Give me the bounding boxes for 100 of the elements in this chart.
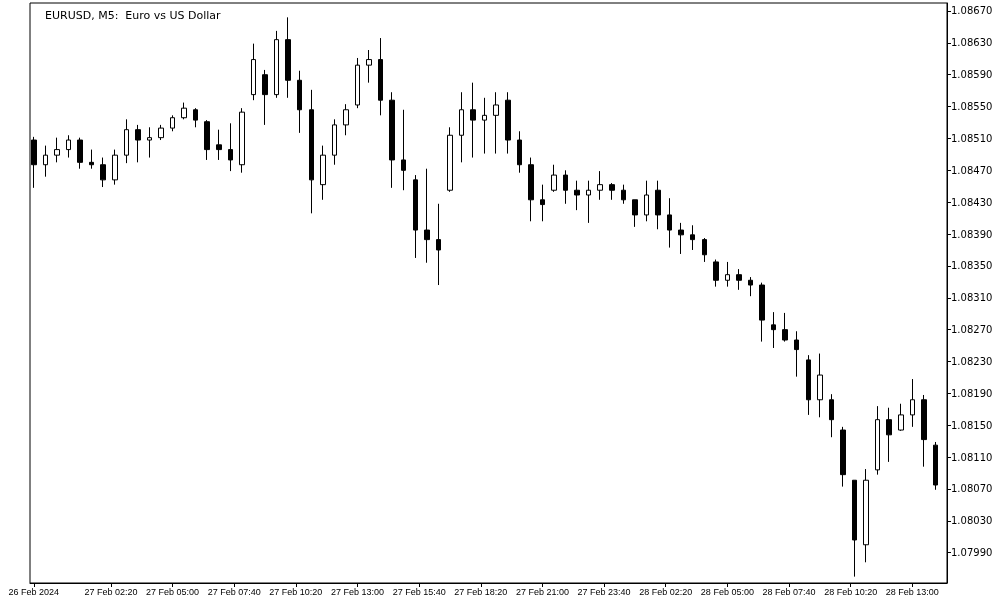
candlestick [517, 130, 522, 174]
y-tick-label: 1.08670 [951, 5, 993, 17]
y-tick-label: 1.08310 [951, 292, 993, 304]
candlestick [193, 107, 198, 128]
y-tick-label: 1.08030 [951, 515, 993, 527]
candlestick [771, 311, 776, 349]
y-tick-label: 1.08070 [951, 483, 993, 495]
candlestick [863, 468, 869, 563]
candlestick [806, 354, 811, 416]
candlestick [586, 180, 591, 224]
candlestick [482, 97, 487, 155]
x-tick-label: 27 Feb 10:20 [269, 586, 323, 597]
candlestick [736, 268, 742, 291]
x-tick-label: 27 Feb 02:20 [84, 586, 138, 597]
y-tick-label: 1.07990 [951, 547, 993, 559]
candlestick [493, 91, 499, 155]
candlestick [355, 57, 360, 109]
candlestick [204, 119, 210, 161]
candlestick [89, 149, 94, 170]
candlestick [748, 276, 753, 297]
candlestick [251, 43, 256, 101]
x-tick-label: 27 Feb 13:00 [330, 586, 385, 597]
y-tick-label: 1.08470 [951, 164, 993, 176]
candlestick [910, 378, 915, 428]
candlestick [297, 70, 302, 134]
candlestick [840, 426, 846, 488]
x-tick-label: 27 Feb 05:00 [146, 586, 200, 597]
x-tick-label: 28 Feb 13:00 [885, 586, 939, 597]
candlestick [112, 149, 118, 186]
candlestick [875, 405, 880, 476]
candlestick [713, 259, 719, 288]
candlestick [470, 82, 476, 159]
candlestick [285, 16, 291, 99]
candlestick [690, 224, 695, 251]
candlestick [77, 137, 83, 170]
candlestick [124, 118, 129, 164]
x-tick-label: 27 Feb 21:00 [515, 586, 569, 597]
y-tick-label: 1.08390 [951, 228, 993, 240]
candlestick [447, 126, 453, 193]
candlestick [655, 180, 661, 230]
y-tick-label: 1.08270 [951, 324, 993, 336]
x-tick-label: 27 Feb 15:40 [392, 586, 446, 597]
candlestick [632, 199, 638, 228]
candlestick [366, 49, 372, 84]
candlestick [725, 261, 730, 288]
candlestick [100, 157, 106, 188]
y-tick-label: 1.08150 [951, 419, 993, 431]
candlestick [678, 222, 684, 255]
x-tick-label: 28 Feb 10:20 [824, 586, 878, 597]
y-tick-label: 1.08550 [951, 101, 993, 113]
candlestick [667, 197, 672, 249]
candlestick [401, 109, 406, 191]
candlestick [66, 134, 71, 159]
candlestick [413, 174, 418, 259]
candlestick [551, 164, 557, 193]
candlestick [829, 393, 834, 438]
candlestick [181, 102, 187, 120]
y-tick-label: 1.08190 [951, 387, 993, 399]
candlestick [563, 169, 568, 205]
candlestick [309, 89, 314, 214]
candlestick [886, 407, 892, 463]
candlestick [574, 180, 580, 211]
candlestick [54, 137, 60, 163]
candlestick [898, 403, 904, 432]
candlestick [436, 203, 441, 286]
candlestick [274, 30, 279, 99]
candlestick [621, 184, 626, 205]
candlestick [228, 122, 233, 172]
candlestick [540, 184, 545, 222]
x-tick-label: 28 Feb 07:40 [762, 586, 816, 597]
x-tick-label: 27 Feb 18:20 [454, 586, 508, 597]
candlestick [135, 124, 141, 163]
text: EURUSD, M5: Euro vs US Dollar [45, 9, 222, 22]
candlestick [644, 180, 649, 222]
candlestick [609, 182, 615, 201]
candlestick [505, 91, 511, 155]
y-tick-label: 1.08630 [951, 37, 993, 49]
candlestick [794, 330, 799, 378]
x-tick-label: 26 Feb 2024 [8, 586, 60, 597]
candlestick [424, 168, 430, 264]
y-tick-label: 1.08110 [951, 451, 993, 463]
candlestick [239, 107, 245, 174]
candlestick [852, 479, 857, 578]
x-tick-label: 28 Feb 05:00 [700, 586, 754, 597]
candlestick [933, 441, 938, 491]
x-tick-label: 27 Feb 23:40 [577, 586, 631, 597]
candlestick [43, 145, 48, 178]
candlestick [389, 91, 395, 189]
candlestick [459, 91, 464, 163]
candlestick [378, 37, 383, 116]
candlestick [170, 114, 175, 132]
y-tick-label: 1.08350 [951, 260, 993, 272]
candlestick [702, 237, 707, 263]
candlestick [782, 312, 788, 343]
candlestick [216, 129, 222, 161]
y-tick-label: 1.08510 [951, 132, 993, 144]
candlestick [528, 157, 534, 222]
x-tick-label: 28 Feb 02:20 [639, 586, 693, 597]
x-tick-label: 27 Feb 07:40 [207, 586, 261, 597]
candlestick [320, 145, 326, 201]
